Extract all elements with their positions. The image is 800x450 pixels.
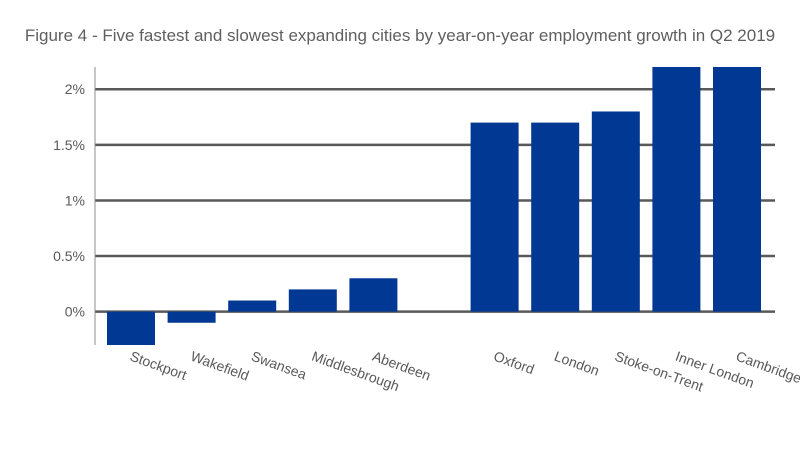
chart-title: Figure 4 - Five fastest and slowest expa… (24, 26, 776, 45)
x-tick-label: Stockport (128, 348, 189, 383)
x-tick-label: Oxford (492, 348, 537, 377)
x-tick-label: London (552, 348, 601, 379)
y-tick-label: 1% (65, 192, 85, 208)
y-tick-label: 0% (65, 304, 85, 320)
x-tick-label: Wakefield (189, 348, 252, 384)
y-tick-label: 1.5% (53, 137, 85, 153)
y-tick-labels: 0% 0.5% 1% 1.5% 2% (53, 81, 85, 319)
bar (107, 311, 155, 345)
bar (652, 67, 701, 312)
bar (349, 278, 398, 312)
bar (228, 300, 277, 312)
bar (167, 311, 216, 323)
bar (531, 122, 580, 312)
y-tick-label: 0.5% (53, 248, 85, 264)
y-tick-label: 2% (65, 81, 85, 97)
bar (713, 67, 761, 312)
bar (470, 122, 519, 312)
bars (107, 67, 761, 345)
bar (288, 289, 337, 312)
x-tick-label: Swansea (249, 348, 309, 383)
bar (591, 111, 640, 312)
